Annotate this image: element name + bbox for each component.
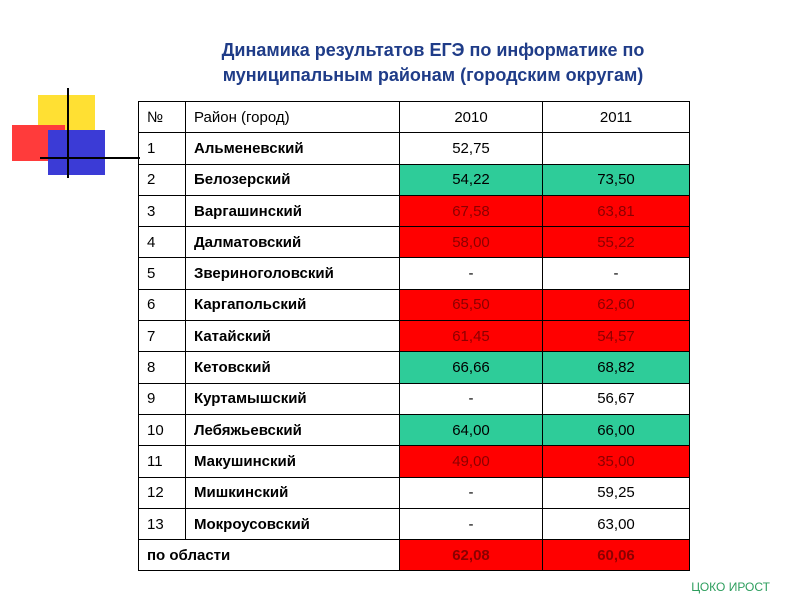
cell: Катайский <box>185 320 400 353</box>
cell: 63,00 <box>542 507 690 541</box>
cell: Каргапольский <box>185 288 400 322</box>
cell: 1 <box>138 132 186 165</box>
cell: 12 <box>138 476 186 509</box>
cell: 58,00 <box>399 226 543 259</box>
header-row: № Район (город) 2010 2011 <box>138 100 690 134</box>
cell: Мишкинский <box>185 476 400 509</box>
row: 4 Далматовский 58,00 55,22 <box>138 226 690 259</box>
cell: 6 <box>138 288 186 322</box>
cell: 13 <box>138 507 186 541</box>
cell: 60,06 <box>542 539 690 572</box>
cell: 54,57 <box>542 320 690 353</box>
cell: - <box>399 382 543 415</box>
cell: 8 <box>138 351 186 384</box>
title: Динамика результатов ЕГЭ по информатике … <box>140 38 726 88</box>
vertical-line <box>67 88 69 178</box>
cell: 5 <box>138 257 186 290</box>
cell: Лебяжьевский <box>185 413 400 447</box>
cell: 4 <box>138 226 186 259</box>
cell: - <box>399 476 543 509</box>
cell: 9 <box>138 382 186 415</box>
row: 6 Каргапольский 65,50 62,60 <box>138 288 690 322</box>
title-line: муниципальным районам (городским округам… <box>222 65 644 85</box>
cell: 67,58 <box>399 194 543 228</box>
row: 9 Куртамышский -56,67 <box>138 382 690 415</box>
cell: 66,00 <box>542 413 690 447</box>
cell: - <box>399 257 543 290</box>
row: 11 Макушинский 49,00 35,00 <box>138 445 690 478</box>
cell: 54,22 <box>399 163 543 196</box>
header-cell: 2010 <box>399 100 543 134</box>
cell: Варгашинский <box>185 194 400 228</box>
cell: 62,08 <box>399 539 543 572</box>
cell: Кетовский <box>185 351 400 384</box>
row: 13 Мокроусовский -63,00 <box>138 507 690 541</box>
cell: 64,00 <box>399 413 543 447</box>
cell: 52,75 <box>399 132 543 165</box>
row: 3 Варгашинский 67,58 63,81 <box>138 194 690 228</box>
cell: 62,60 <box>542 288 690 322</box>
cell: 66,66 <box>399 351 543 384</box>
cell: по области <box>138 539 400 572</box>
cell: - <box>399 507 543 541</box>
cell: Макушинский <box>185 445 400 478</box>
cell: 63,81 <box>542 194 690 228</box>
header-cell: Район (город) <box>185 100 400 134</box>
cell: 2 <box>138 163 186 196</box>
cell: - <box>542 257 690 290</box>
cell: 68,82 <box>542 351 690 384</box>
row: 7 Катайский 61,45 54,57 <box>138 320 690 353</box>
cell: 73,50 <box>542 163 690 196</box>
results-table: № Район (город) 2010 2011 1 Альменевский 52,75… <box>138 100 690 572</box>
cell: 49,00 <box>399 445 543 478</box>
header-cell: 2011 <box>542 100 690 134</box>
row: 12 Мишкинский -59,25 <box>138 476 690 509</box>
cell: 35,00 <box>542 445 690 478</box>
cell: Звериноголовский <box>185 257 400 290</box>
cell: 11 <box>138 445 186 478</box>
cell: 61,45 <box>399 320 543 353</box>
cell <box>542 132 690 165</box>
footer: ЦОКО ИРОСТ <box>691 580 770 594</box>
cell: 10 <box>138 413 186 447</box>
cell: 7 <box>138 320 186 353</box>
cell: Куртамышский <box>185 382 400 415</box>
row: 10 Лебяжьевский 64,00 66,00 <box>138 413 690 447</box>
cell: 65,50 <box>399 288 543 322</box>
cell: 56,67 <box>542 382 690 415</box>
title-line: Динамика результатов ЕГЭ по информатике … <box>221 40 645 60</box>
cell: 55,22 <box>542 226 690 259</box>
cell: Мокроусовский <box>185 507 400 541</box>
header-cell: № <box>138 100 186 134</box>
cell: 3 <box>138 194 186 228</box>
row: 8 Кетовский 66,66 68,82 <box>138 351 690 384</box>
cell: Альменевский <box>185 132 400 165</box>
cell: Далматовский <box>185 226 400 259</box>
row: 1 Альменевский 52,75 <box>138 132 690 165</box>
row: 2 Белозерский 54,22 73,50 <box>138 163 690 196</box>
cell: 59,25 <box>542 476 690 509</box>
cell: Белозерский <box>185 163 400 196</box>
horizontal-line <box>40 157 140 159</box>
row: 5 Звериноголовский - - <box>138 257 690 290</box>
blue-square <box>48 130 105 175</box>
total-row: по области 62,08 60,06 <box>138 539 690 572</box>
